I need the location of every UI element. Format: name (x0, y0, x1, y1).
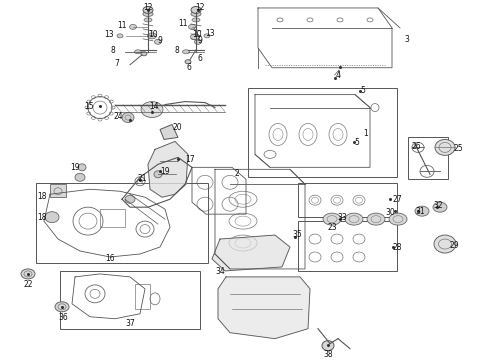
Ellipse shape (435, 139, 455, 156)
Text: 11: 11 (178, 19, 188, 28)
Ellipse shape (141, 102, 163, 117)
Bar (50, 184, 66, 197)
Polygon shape (160, 125, 178, 139)
Text: 3: 3 (405, 35, 410, 44)
Polygon shape (148, 141, 188, 197)
Text: 9: 9 (197, 36, 202, 45)
Ellipse shape (191, 34, 199, 40)
Ellipse shape (141, 52, 147, 56)
Text: 6: 6 (197, 54, 202, 63)
Text: 18: 18 (37, 192, 47, 201)
Text: 19: 19 (70, 163, 80, 172)
Ellipse shape (345, 213, 363, 225)
Ellipse shape (323, 213, 341, 225)
Ellipse shape (322, 341, 334, 351)
Ellipse shape (75, 173, 85, 181)
Ellipse shape (134, 50, 142, 54)
Ellipse shape (129, 24, 137, 30)
Text: 21: 21 (137, 174, 147, 183)
Ellipse shape (154, 39, 162, 44)
Bar (298, 221, 397, 271)
Ellipse shape (433, 202, 447, 212)
Text: 32: 32 (433, 201, 443, 210)
Text: 8: 8 (111, 46, 115, 55)
Text: 38: 38 (323, 350, 333, 359)
Ellipse shape (122, 113, 134, 122)
Ellipse shape (143, 12, 153, 17)
Ellipse shape (389, 213, 407, 225)
Text: 16: 16 (105, 255, 115, 264)
Text: 4: 4 (336, 71, 341, 80)
Bar (100, 209, 125, 227)
Text: 5: 5 (355, 138, 360, 147)
Text: 18: 18 (37, 213, 47, 222)
Bar (36, 183, 208, 263)
Text: 12: 12 (195, 4, 205, 13)
Ellipse shape (192, 18, 200, 22)
Ellipse shape (143, 6, 153, 13)
Text: 7: 7 (115, 59, 120, 68)
Ellipse shape (191, 12, 201, 17)
Text: 23: 23 (327, 222, 337, 231)
Text: 22: 22 (23, 280, 33, 289)
Text: 10: 10 (192, 30, 202, 39)
Text: 2: 2 (235, 169, 240, 178)
Text: 15: 15 (84, 102, 94, 111)
Text: 29: 29 (449, 240, 459, 249)
Text: 33: 33 (337, 213, 347, 222)
Bar (298, 183, 397, 217)
Text: 5: 5 (361, 86, 366, 95)
Text: 36: 36 (58, 313, 68, 322)
Bar (60, 271, 200, 329)
Text: 24: 24 (113, 112, 123, 121)
Text: 37: 37 (125, 319, 135, 328)
Ellipse shape (55, 302, 69, 312)
Text: 20: 20 (172, 123, 182, 132)
Text: 27: 27 (392, 195, 402, 204)
Text: 17: 17 (185, 155, 195, 164)
Text: 30: 30 (385, 208, 395, 217)
Text: 35: 35 (292, 230, 302, 239)
Text: 31: 31 (415, 207, 425, 216)
Text: 26: 26 (411, 142, 421, 151)
Ellipse shape (434, 235, 456, 253)
Ellipse shape (125, 195, 135, 203)
Text: 13: 13 (205, 30, 215, 39)
Text: 11: 11 (117, 21, 127, 30)
Text: 13: 13 (104, 30, 114, 39)
Ellipse shape (185, 60, 191, 64)
Ellipse shape (117, 34, 123, 38)
Ellipse shape (195, 39, 201, 44)
Polygon shape (212, 235, 290, 271)
Bar (248, 87, 397, 177)
Ellipse shape (45, 212, 59, 222)
Text: 34: 34 (215, 267, 225, 276)
Ellipse shape (415, 206, 429, 216)
Text: 28: 28 (392, 243, 402, 252)
Ellipse shape (144, 18, 152, 22)
Text: 25: 25 (453, 144, 463, 153)
Text: 12: 12 (143, 4, 153, 13)
Ellipse shape (21, 269, 35, 279)
Text: 19: 19 (160, 167, 170, 176)
Ellipse shape (182, 50, 190, 54)
Bar (408, 138, 448, 179)
Text: 10: 10 (148, 30, 158, 39)
Text: 6: 6 (187, 63, 192, 72)
Ellipse shape (154, 171, 162, 178)
Text: 1: 1 (364, 129, 368, 138)
Text: 8: 8 (174, 46, 179, 55)
Ellipse shape (367, 213, 385, 225)
Ellipse shape (191, 6, 201, 13)
Ellipse shape (147, 33, 156, 39)
Text: 9: 9 (158, 36, 163, 45)
Text: 14: 14 (149, 102, 159, 111)
Ellipse shape (204, 34, 210, 38)
Polygon shape (218, 277, 310, 339)
Ellipse shape (189, 24, 196, 30)
Bar (135, 284, 150, 309)
Ellipse shape (78, 164, 86, 171)
